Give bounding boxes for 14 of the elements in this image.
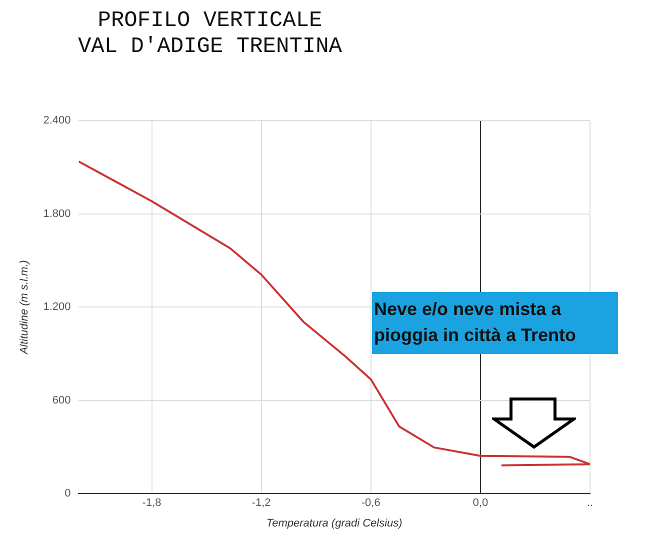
- chart-title: PROFILO VERTICALE VAL D'ADIGE TRENTINA: [76, 8, 344, 60]
- annotation: Neve e/o neve mista a pioggia in città a Trento: [372, 292, 618, 354]
- x-tick-label: -1,8: [142, 497, 162, 510]
- x-axis-title: Temperatura (gradi Celsius): [266, 517, 403, 530]
- x-tick-label: -0,6: [361, 497, 380, 510]
- y-tick-label: 600: [52, 394, 71, 406]
- y-tick-label: 1.200: [43, 301, 71, 314]
- y-tick-label: 1.800: [43, 208, 71, 220]
- y-tick-label: 2.400: [43, 114, 71, 127]
- y-tick-label: 0: [64, 488, 71, 500]
- x-tick-label: ..: [586, 497, 594, 510]
- x-tick-label: 0,0: [472, 497, 488, 510]
- y-axis-title: Altitudine (m s.l.m.): [18, 260, 31, 356]
- x-tick-label: -1,2: [252, 497, 271, 510]
